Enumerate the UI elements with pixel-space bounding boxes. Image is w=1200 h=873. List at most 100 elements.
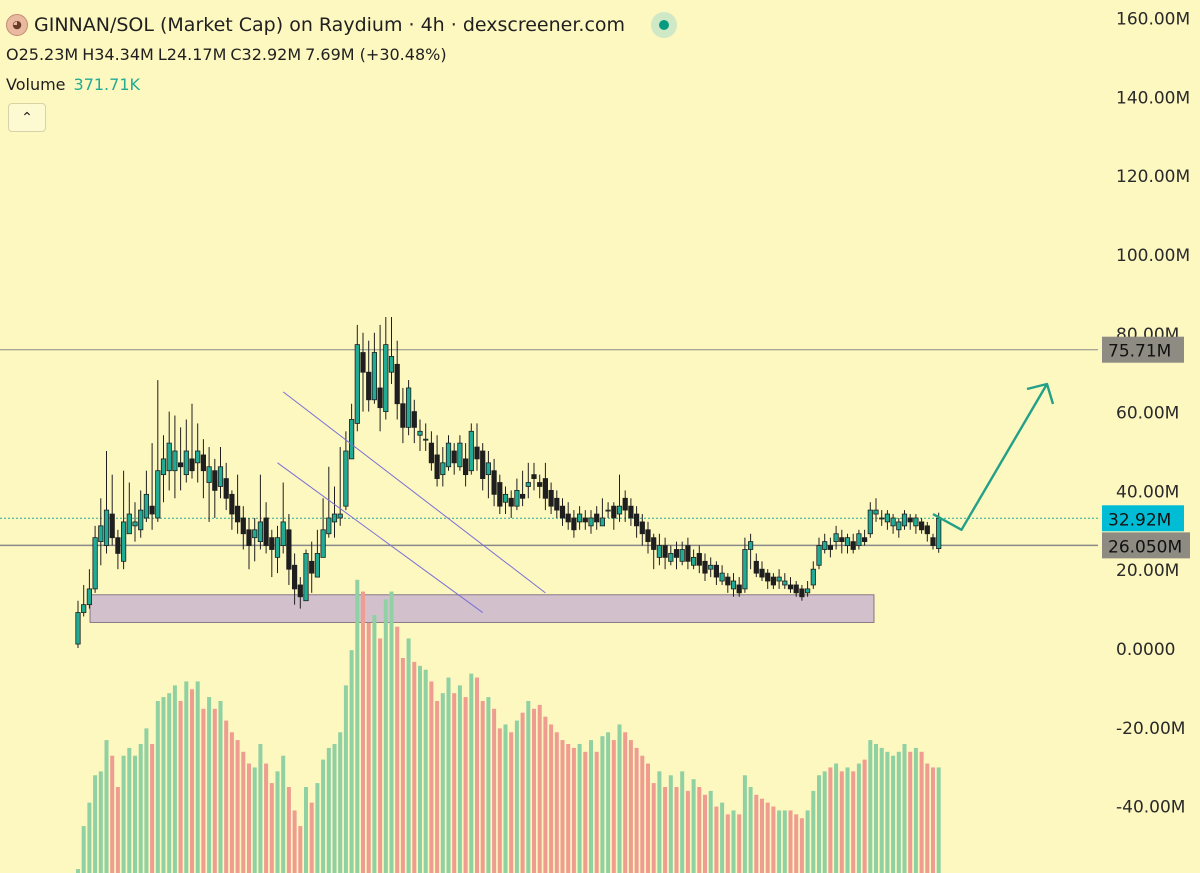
token-avatar-icon: ◕ xyxy=(6,14,28,36)
y-tick-label: 120.00M xyxy=(1116,167,1190,187)
volume-bar xyxy=(594,751,599,873)
volume-bar xyxy=(304,787,308,873)
candle-body xyxy=(622,497,628,511)
candle-body xyxy=(502,493,509,503)
volume-bar xyxy=(195,681,200,873)
volume-bar xyxy=(372,615,377,873)
volume-bar xyxy=(292,810,297,873)
candle-body xyxy=(525,482,531,487)
volume-bar xyxy=(298,826,303,873)
volume-bar xyxy=(497,728,502,873)
volume-bar xyxy=(480,701,485,873)
volume-bar xyxy=(839,771,844,873)
candle-body xyxy=(229,493,235,515)
candle-body xyxy=(337,513,343,519)
volume-bar xyxy=(264,763,269,873)
candle-body xyxy=(428,442,435,464)
volume-bar xyxy=(680,771,685,873)
volume-bar xyxy=(834,763,839,873)
volume-bar xyxy=(623,732,628,873)
candle-body xyxy=(195,450,201,464)
candle-body xyxy=(816,545,822,566)
candle-body xyxy=(143,493,149,519)
candle-body xyxy=(730,580,737,590)
live-dot-icon xyxy=(659,20,670,30)
legend-title-row: ◕ GINNAN/SOL (Market Cap) on Raydium · 4… xyxy=(6,10,678,40)
volume-bar xyxy=(338,732,343,873)
volume-bar xyxy=(475,677,479,873)
candle-body xyxy=(656,545,663,558)
candle-body xyxy=(314,553,321,578)
volume-bar xyxy=(908,751,913,873)
volume-bar xyxy=(537,704,542,873)
volume-bar xyxy=(383,599,388,873)
candle-body xyxy=(599,517,606,527)
volume-bar xyxy=(412,661,417,873)
volume-bar xyxy=(640,755,645,873)
candle-body xyxy=(189,458,195,472)
y-tick-label: -40.00M xyxy=(1116,798,1185,818)
volume-bar xyxy=(526,701,531,873)
candle-body xyxy=(166,442,172,472)
candle-body xyxy=(850,541,856,550)
projection-arrow xyxy=(932,383,1049,531)
volume-bar xyxy=(463,697,468,873)
volume-bar xyxy=(862,759,867,873)
volume-bar xyxy=(879,747,884,873)
candle-body xyxy=(616,505,623,515)
ohlc-close: C32.92M xyxy=(230,45,302,64)
ohlc-change: 7.69M (+30.48%) xyxy=(305,45,447,64)
candle-body xyxy=(223,478,229,499)
candle-body xyxy=(890,517,896,527)
y-tick-label: -20.00M xyxy=(1116,719,1185,739)
candle-body xyxy=(822,541,828,550)
candle-body xyxy=(719,572,725,582)
candle-body xyxy=(263,517,269,546)
candle-body xyxy=(634,513,640,527)
volume-bar xyxy=(87,802,92,873)
candle-body xyxy=(582,517,588,523)
level-tag xyxy=(1102,532,1190,559)
candle-body xyxy=(75,612,81,645)
level-tag-label: 26.050M xyxy=(1108,537,1182,557)
candle-body xyxy=(628,505,634,519)
candle-body xyxy=(565,513,571,523)
candle-body xyxy=(936,517,942,549)
y-tick-label: 20.00M xyxy=(1116,561,1179,581)
volume-bar xyxy=(93,775,98,873)
volume-bar xyxy=(714,806,719,873)
y-tick-label: 40.00M xyxy=(1116,482,1179,502)
candle-body xyxy=(474,446,480,460)
volume-bar xyxy=(326,747,331,873)
volume-bar xyxy=(868,740,873,873)
volume-bar xyxy=(589,740,593,873)
candle-body xyxy=(121,521,127,562)
candle-body xyxy=(605,509,611,512)
collapse-legend-button[interactable]: ⌃ xyxy=(8,103,46,132)
candle-body xyxy=(86,588,92,606)
candle-body xyxy=(907,517,913,523)
volume-bar xyxy=(406,638,411,873)
volume-bar xyxy=(606,732,611,873)
volume-bar xyxy=(121,755,126,873)
volume-bar xyxy=(777,810,782,873)
chart-legend: ◕ GINNAN/SOL (Market Cap) on Raydium · 4… xyxy=(6,10,678,100)
candle-body xyxy=(673,549,680,558)
volume-bar xyxy=(902,744,907,873)
candle-body xyxy=(331,513,338,523)
candle-body xyxy=(326,517,332,535)
volume-bar xyxy=(571,747,576,873)
volume-bar xyxy=(423,669,428,873)
volume-bar xyxy=(646,763,650,873)
candle-body xyxy=(753,560,759,574)
volume-bar xyxy=(514,720,519,873)
candle-body xyxy=(702,560,708,574)
volume-bar xyxy=(856,763,861,873)
volume-bar xyxy=(805,810,810,873)
candle-body xyxy=(411,411,417,428)
y-tick-label: 60.00M xyxy=(1116,404,1179,424)
volume-bar xyxy=(286,787,291,873)
ohlc-high: H34.34M xyxy=(82,45,154,64)
candle-body xyxy=(810,568,816,586)
